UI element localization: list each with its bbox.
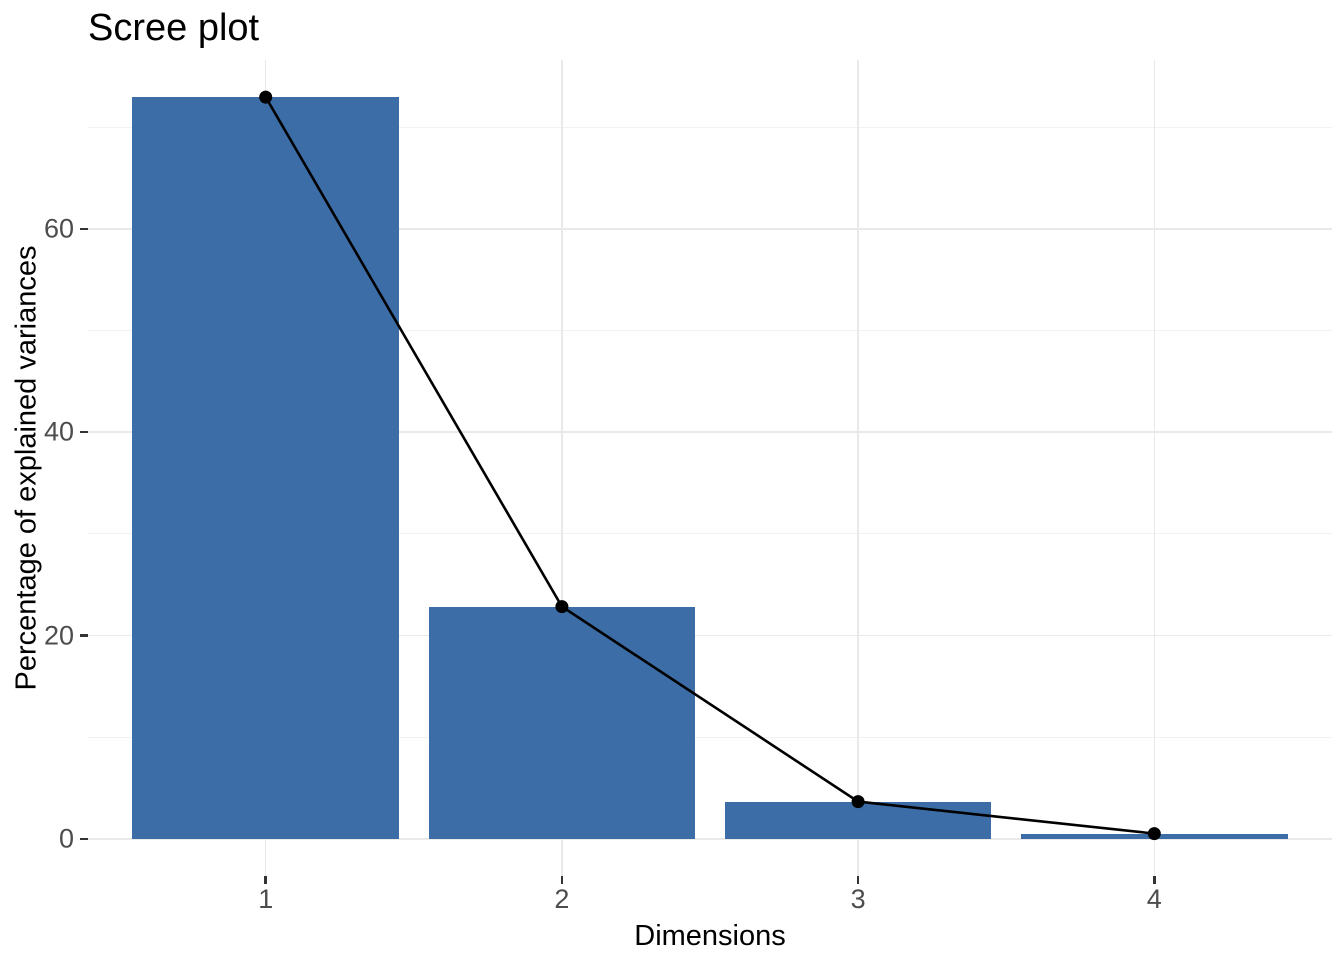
x-tick-mark-4 — [1153, 876, 1156, 884]
bar-dimension-4 — [1021, 833, 1288, 839]
y-tick-label-0: 0 — [58, 823, 74, 854]
bar-dimension-3 — [724, 801, 992, 839]
variance-line — [264, 96, 1155, 835]
bar-dimension-2 — [428, 606, 696, 839]
x-tick-mark-3 — [856, 876, 860, 884]
chart-title: Scree plot — [88, 7, 260, 49]
x-tick-label-4: 4 — [1146, 884, 1162, 914]
gridline-major-x4 — [1153, 60, 1156, 876]
y-tick-mark-40 — [80, 430, 88, 434]
x-tick-label-3: 3 — [850, 884, 866, 914]
x-tick-label-1: 1 — [258, 884, 274, 914]
y-tick-label-40: 40 — [43, 416, 74, 447]
x-tick-mark-2 — [560, 876, 564, 884]
gridline-major-y0 — [88, 838, 1332, 840]
x-tick-label-2: 2 — [554, 884, 570, 914]
y-tick-label-20: 20 — [43, 620, 74, 651]
y-axis-title: Percentage of explained variances — [10, 245, 43, 691]
y-tick-label-60: 60 — [43, 213, 74, 244]
x-axis-title: Dimensions — [634, 920, 786, 952]
gridline-major-x3 — [857, 60, 859, 876]
y-tick-mark-60 — [80, 227, 88, 231]
y-tick-mark-20 — [80, 634, 88, 637]
y-tick-mark-0 — [80, 837, 88, 841]
bar-dimension-1 — [132, 97, 399, 839]
x-tick-mark-1 — [264, 876, 267, 884]
